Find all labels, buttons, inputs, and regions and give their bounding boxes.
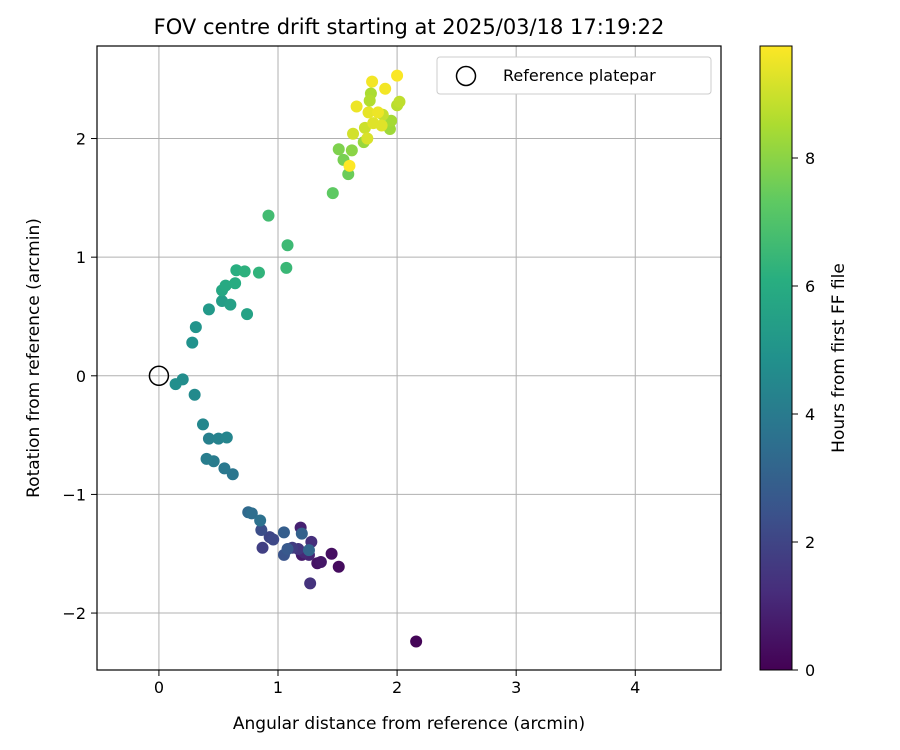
data-point [372,106,385,119]
data-point [186,336,199,349]
legend-box [436,56,712,95]
data-point [255,524,268,537]
data-point [332,560,345,573]
colorbar-label: Hours from first FF file [829,263,849,453]
data-point [219,279,232,292]
data-point [267,533,280,546]
legend: Reference platepar [436,56,712,95]
data-point [188,388,201,401]
x-tick-label: 2 [392,678,402,697]
data-point [169,378,182,391]
colorbar: 0 2 4 6 8 Hours from first FF file [759,45,849,680]
data-point [302,544,315,557]
data-point [254,514,267,527]
y-tick-label: 2 [76,130,86,149]
data-point [196,418,209,431]
data-point [304,577,317,590]
data-point [226,468,239,481]
data-point [361,132,374,145]
colorbar-tick-label: 6 [805,277,815,296]
data-point [224,298,237,311]
plot-frame [96,45,722,671]
y-axis-label: Rotation from reference (arcmin) [24,218,44,498]
data-point [241,308,254,321]
data-point [280,261,293,274]
data-point [314,556,327,569]
data-point [252,266,265,279]
data-point [326,187,339,200]
data-point [393,95,406,108]
data-point [281,239,294,252]
data-point [238,265,251,278]
data-point [202,432,215,445]
data-point [295,527,308,540]
data-point [379,82,392,95]
data-point [345,144,358,157]
data-point [202,303,215,316]
y-tick-label: 0 [76,367,86,386]
data-point [362,106,375,119]
data-point [218,462,231,475]
colorbar-ticks: 0 2 4 6 8 [792,149,815,680]
data-point [189,321,202,334]
y-axis-ticks: −2 −1 0 1 2 [62,130,97,623]
colorbar-tick-label: 0 [805,661,815,680]
colorbar-tick-label: 2 [805,533,815,552]
scatter-points [169,69,423,648]
data-point [375,119,388,132]
data-point [229,277,242,290]
x-axis-ticks: 0 1 2 3 4 [154,670,640,697]
legend-entry-reference-platepar: Reference platepar [503,66,656,85]
data-point [410,635,423,648]
colorbar-tick-label: 4 [805,405,815,424]
data-point [256,541,269,554]
y-tick-label: −1 [62,485,86,504]
data-point [281,542,294,555]
x-tick-label: 3 [511,678,521,697]
x-tick-label: 4 [630,678,640,697]
data-point [391,69,404,82]
data-point [385,114,398,127]
reference-marker [148,365,170,387]
data-point [366,75,379,88]
x-tick-label: 0 [154,678,164,697]
data-point [277,526,290,539]
data-point [200,452,213,465]
data-point [350,100,363,113]
chart-title: FOV centre drift starting at 2025/03/18 … [154,15,665,39]
x-tick-label: 1 [273,678,283,697]
grid-lines [97,46,721,670]
data-point [262,209,275,222]
data-point [347,127,360,140]
data-point [332,143,345,156]
y-tick-label: −2 [62,604,86,623]
x-axis-label: Angular distance from reference (arcmin) [233,714,585,734]
data-point [245,507,258,520]
legend-marker [455,65,477,87]
data-point [325,547,338,560]
y-tick-label: 1 [76,248,86,267]
colorbar-gradient [759,45,793,671]
data-point [363,94,376,107]
data-point [343,159,356,172]
colorbar-tick-label: 8 [805,149,815,168]
data-point [220,431,233,444]
